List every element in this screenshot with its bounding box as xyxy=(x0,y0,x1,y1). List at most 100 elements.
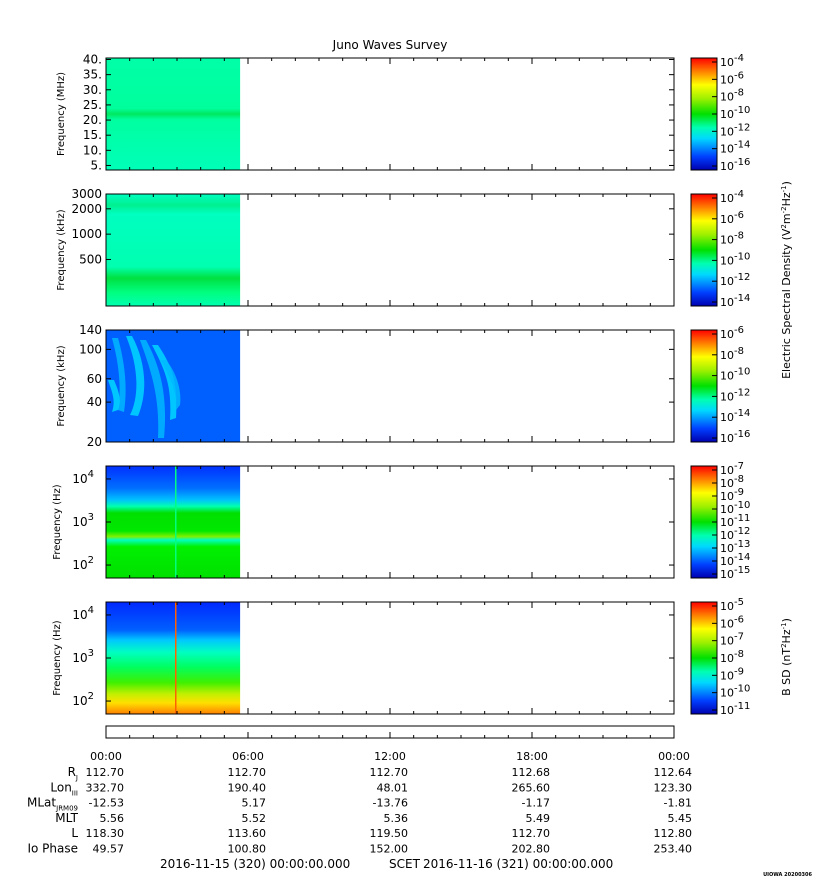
colorbar-tick-label: 10-6 xyxy=(720,70,744,86)
tick-exponent: -10 xyxy=(734,251,750,262)
tick-base: 10 xyxy=(720,529,734,542)
tick-exponent: -12 xyxy=(734,526,750,537)
tick-base: 10 xyxy=(720,192,734,205)
panel-y-tick-label: 104 xyxy=(72,605,94,622)
spectrogram-data-1 xyxy=(106,58,241,170)
ephemeris-value: 253.40 xyxy=(654,843,693,856)
panel-y-tick-label: 3000 xyxy=(71,187,102,201)
tick-exponent: -16 xyxy=(734,157,750,168)
tick-exponent: -5 xyxy=(734,597,744,608)
tick-exponent: -12 xyxy=(734,387,750,398)
ephemeris-value: 112.68 xyxy=(512,766,551,779)
tick-base: 10 xyxy=(720,687,734,700)
ephemeris-label-main: Io Phase xyxy=(27,842,78,856)
colorbar-tick-label: 10-10 xyxy=(720,105,750,121)
ephemeris-label-main: Lon xyxy=(50,780,71,794)
tick-exponent: -14 xyxy=(734,140,750,151)
ephemeris-value: 5.49 xyxy=(526,812,551,825)
panel-y-tick-label: 5. xyxy=(91,158,102,172)
tick-exponent: 4 xyxy=(88,605,94,616)
colorbar-tick-label: 10-14 xyxy=(720,293,750,309)
colorbar-tick-label: 10-10 xyxy=(720,500,750,516)
tick-base: 10 xyxy=(72,558,87,572)
panel-y-tick-label: 40 xyxy=(87,395,102,409)
colorbar-tick-label: 10-14 xyxy=(720,140,750,156)
tick-exponent: -10 xyxy=(734,500,750,511)
colorbar-tick-label: 10-10 xyxy=(720,684,750,700)
ephemeris-label-main: MLT xyxy=(55,811,78,825)
ephemeris-value: 123.30 xyxy=(654,781,693,794)
tick-exponent: -12 xyxy=(734,272,750,283)
tick-base: 10 xyxy=(720,503,734,516)
colorbar-label-magnetic-head: B SD (nT xyxy=(780,648,793,696)
tick-exponent: -8 xyxy=(734,346,744,357)
time-axis-tick-label: 12:00 xyxy=(374,750,406,763)
colorbar-label-magnetic: B SD (nT2Hz-1) xyxy=(780,618,793,696)
panel-y-tick-label: 15. xyxy=(83,128,102,142)
colorbar-tick-label: 10-4 xyxy=(720,189,744,205)
colorbar-tick-label: 10-5 xyxy=(720,597,744,613)
colorbar-tick-label: 10-8 xyxy=(720,231,744,247)
panel-y-tick-label: 102 xyxy=(72,691,94,708)
ephemeris-label: MLatJRM09 xyxy=(27,796,78,813)
tick-base: 10 xyxy=(720,477,734,490)
spectrogram-data-5 xyxy=(106,602,241,714)
colorbar-tick-label: 10-12 xyxy=(720,526,750,542)
panel-y-tick-label: 500 xyxy=(79,252,102,266)
ephemeris-value: -13.76 xyxy=(373,797,408,810)
tick-base: 10 xyxy=(720,143,734,156)
panel-y-axis-label-2: Frequency (kHz) xyxy=(56,209,67,290)
panel-y-tick-label: 40. xyxy=(83,53,102,67)
tick-exponent: -8 xyxy=(734,474,744,485)
spectrogram-emission-band xyxy=(152,345,177,420)
panel-y-tick-label: 104 xyxy=(72,469,94,486)
colorbar-tick-label: 10-10 xyxy=(720,367,750,383)
colorbar-tick-label: 10-9 xyxy=(720,487,744,503)
spectrogram-data-2 xyxy=(106,194,241,306)
ephemeris-value: 202.80 xyxy=(512,843,551,856)
footer-end-time: 2016-11-16 (321) 00:00:00.000 xyxy=(423,857,613,871)
colorbar-label-electric-exp: 2 xyxy=(780,224,788,228)
colorbar-tick-label: 10-12 xyxy=(720,272,750,288)
tick-base: 10 xyxy=(720,125,734,138)
tick-base: 10 xyxy=(720,617,734,630)
colorbar-tick-label: 10-8 xyxy=(720,649,744,665)
tick-base: 10 xyxy=(72,515,87,529)
ephemeris-value: 113.60 xyxy=(228,827,267,840)
panel-y-axis-label-3: Frequency (kHz) xyxy=(56,345,67,426)
panel-y-tick-label: 35. xyxy=(83,68,102,82)
footer-scet: SCET xyxy=(389,857,421,871)
colorbar-tick-label: 10-16 xyxy=(720,429,750,445)
tick-exponent: -7 xyxy=(734,632,744,643)
ephemeris-value: 332.70 xyxy=(86,781,125,794)
colorbar-4: 10-710-810-910-1010-1110-1210-1310-1410-… xyxy=(690,461,750,581)
panel-y-tick-label: 140 xyxy=(79,323,102,337)
tick-base: 10 xyxy=(720,411,734,424)
tick-exponent: -10 xyxy=(734,684,750,695)
spectrogram-emission-band xyxy=(126,336,145,416)
tick-exponent: -10 xyxy=(734,367,750,378)
ephemeris-value: 5.56 xyxy=(100,812,125,825)
colorbar-tick-label: 10-16 xyxy=(720,157,750,173)
tick-base: 10 xyxy=(720,669,734,682)
colorbar-label-electric-close: ) xyxy=(780,181,793,185)
tick-exponent: -8 xyxy=(734,649,744,660)
tick-exponent: -16 xyxy=(734,429,750,440)
tick-exponent: -8 xyxy=(734,231,744,242)
spectrogram-emission-band xyxy=(160,360,181,410)
panel-y-axis-label-5: Frequency (Hz) xyxy=(52,620,63,696)
ephemeris-label: RJ xyxy=(68,765,78,782)
tick-exponent: 3 xyxy=(88,512,94,523)
ephemeris-value: -12.53 xyxy=(89,797,124,810)
panel-y-tick-label: 2000 xyxy=(71,202,102,216)
tick-exponent: 2 xyxy=(88,691,94,702)
tick-base: 10 xyxy=(720,296,734,309)
ephemeris-value: -1.17 xyxy=(522,797,550,810)
tick-exponent: -15 xyxy=(734,565,750,576)
tick-exponent: -6 xyxy=(734,70,744,81)
